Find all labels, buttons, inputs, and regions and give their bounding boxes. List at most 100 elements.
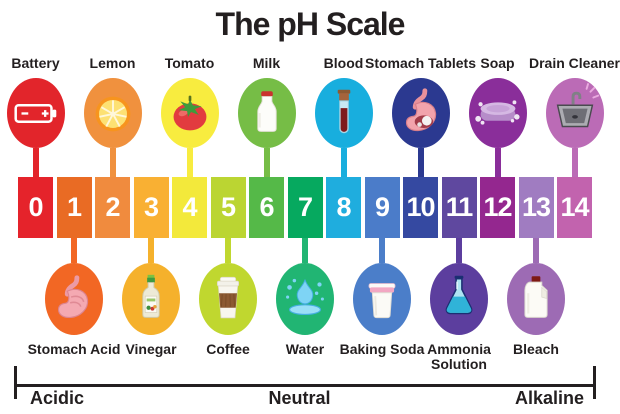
footer-labels: Acidic Neutral Alkaline: [18, 388, 592, 409]
item-label: Milk: [252, 55, 281, 71]
ph-square-11: 11: [441, 177, 477, 238]
battery-icon: [13, 104, 56, 123]
item-circle: [45, 263, 103, 335]
ph-square-9: 9: [364, 177, 400, 238]
item-circle: [199, 263, 257, 335]
item-label: Drain Cleaner: [528, 55, 620, 71]
vinegar-bottle-icon: [142, 274, 160, 318]
item-circle: [237, 78, 296, 148]
connector-stem: [186, 148, 193, 177]
item-circle: [160, 78, 219, 148]
top-item-stomach-tablets: Stomach Tablets: [361, 54, 481, 177]
item-label: Tomato: [164, 55, 215, 71]
top-item-battery: Battery: [0, 54, 96, 177]
connector-stem: [417, 148, 424, 177]
ph-number: 12: [483, 192, 512, 222]
item-label: Battery: [11, 55, 60, 71]
bottom-item-bleach: Bleach: [476, 238, 596, 357]
item-label: Baking Soda: [339, 341, 425, 357]
item-circle: [122, 263, 180, 335]
stomach-tablets-icon: [405, 88, 436, 132]
item-circle: [276, 263, 334, 335]
connector-stem: [533, 238, 539, 263]
ph-number: 1: [66, 192, 82, 222]
ph-number: 14: [560, 192, 589, 222]
label-alkaline: Alkaline: [514, 388, 584, 408]
ph-square-2: 2: [95, 177, 130, 238]
connector-stem: [456, 238, 462, 263]
bottom-item-baking-soda: Baking Soda: [322, 238, 442, 357]
ph-number: 4: [182, 192, 197, 222]
top-item-tomato: Tomato: [130, 54, 250, 177]
bottom-item-stomach-acid: Stomach Acid: [14, 238, 134, 357]
ph-number: 7: [297, 192, 313, 222]
item-circle: [83, 78, 142, 148]
item-circle: [6, 78, 65, 148]
ph-square-4: 4: [172, 177, 207, 238]
item-circle: [430, 263, 488, 335]
flask-icon: [445, 275, 473, 315]
item-label: Ammonia Solution: [427, 341, 491, 372]
ph-number: 2: [105, 192, 120, 222]
connector-stem: [71, 238, 77, 263]
item-circle: [391, 78, 450, 148]
ph-square-3: 3: [133, 177, 169, 238]
top-item-soap: Soap: [438, 54, 558, 177]
bottom-item-vinegar: Vinegar: [91, 238, 211, 357]
top-item-milk: Milk: [207, 54, 327, 177]
footer-bracket-line: [15, 384, 595, 387]
ph-number: 13: [521, 192, 551, 222]
connector-stem: [379, 238, 385, 263]
item-label: Stomach Tablets: [365, 55, 476, 71]
item-label: Soap: [480, 55, 515, 71]
item-label: Water: [285, 341, 325, 357]
connector-stem: [340, 148, 347, 177]
label-neutral: Neutral: [268, 388, 331, 408]
item-label: Vinegar: [125, 341, 177, 357]
bottom-item-ammonia-solution: Ammonia Solution: [399, 238, 519, 372]
item-label: Stomach Acid: [27, 341, 121, 357]
soap-bar-icon: [474, 100, 520, 125]
water-splash-icon: [286, 278, 324, 316]
item-label: Coffee: [206, 341, 250, 357]
connector-stem: [225, 238, 231, 263]
stomach-icon: [57, 275, 89, 319]
top-item-lemon: Lemon: [53, 54, 173, 177]
milk-bottle-icon: [256, 91, 277, 132]
bottom-item-water: Water: [245, 238, 365, 357]
footer-bracket-tick-right: [593, 366, 596, 399]
coffee-cup-icon: [216, 276, 240, 319]
blood-test-tube-icon: [337, 89, 350, 134]
ph-square-12: 12: [480, 177, 515, 238]
item-label: Bleach: [513, 341, 559, 357]
ph-number: 10: [406, 192, 435, 222]
ph-scale-bar: 0 1 2 3 4 5 6 7 8 9 10 11 12 13 14: [18, 177, 592, 238]
ph-number: 3: [143, 192, 159, 222]
ph-number: 5: [220, 192, 236, 222]
connector-stem: [494, 148, 501, 177]
item-circle: [314, 78, 373, 148]
connector-stem: [148, 238, 154, 263]
item-circle: [468, 78, 527, 148]
ph-square-7: 7: [287, 177, 323, 238]
ph-number: 6: [259, 192, 274, 222]
connector-stem: [302, 238, 308, 263]
ph-square-14: 14: [557, 177, 592, 238]
footer-bracket-tick-left: [14, 366, 17, 399]
label-acidic: Acidic: [30, 388, 85, 408]
ph-square-1: 1: [56, 177, 92, 238]
page-title: The pH Scale: [215, 6, 406, 42]
ph-square-5: 5: [210, 177, 246, 238]
bottom-item-coffee: Coffee: [168, 238, 288, 357]
connector-stem: [263, 148, 270, 177]
connector-stem: [571, 148, 578, 177]
connector-stem: [32, 148, 39, 177]
ph-number: 0: [28, 192, 43, 222]
item-label: Lemon: [89, 55, 136, 71]
ph-square-0: 0: [18, 177, 53, 238]
ph-number: 8: [336, 192, 351, 222]
lemon-slice-icon: [95, 96, 130, 132]
top-item-blood: Blood: [284, 54, 404, 177]
top-item-drain-cleaner: Drain Cleaner: [515, 54, 620, 177]
